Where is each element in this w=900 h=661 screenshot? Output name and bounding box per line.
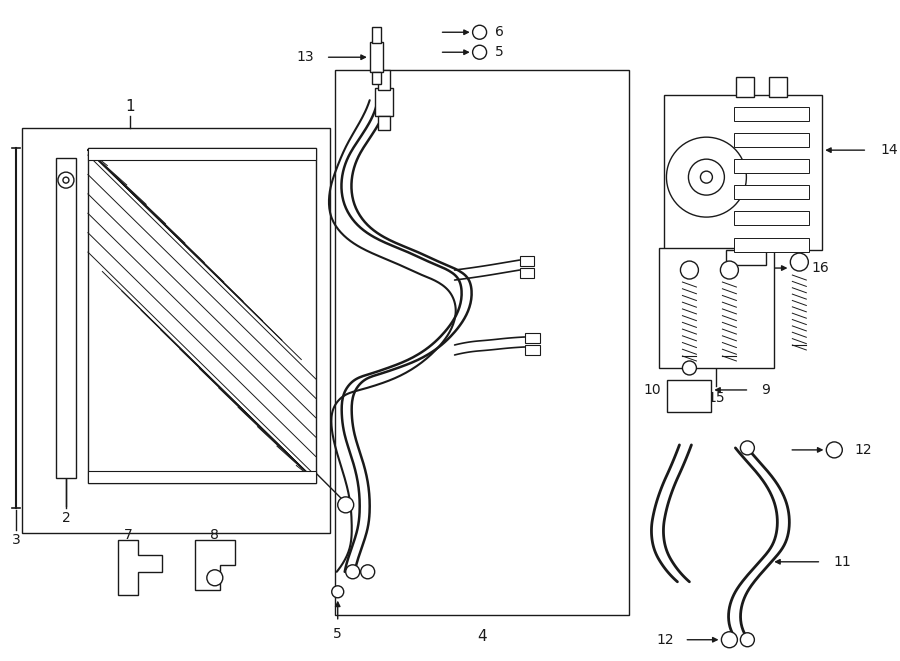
Text: 11: 11 [833,555,851,569]
Bar [734,238,809,252]
Bar [335,70,629,615]
Text: 3: 3 [12,533,21,547]
Polygon shape [194,540,235,590]
Text: 5: 5 [495,45,503,59]
Bar [734,107,809,121]
Text: 5: 5 [333,627,342,641]
Circle shape [826,442,842,458]
Text: 4: 4 [477,629,486,644]
Bar [88,148,316,160]
Bar [372,27,381,43]
Bar [770,77,788,97]
Circle shape [63,177,69,183]
Bar [378,70,390,90]
Circle shape [361,564,374,579]
Bar [525,333,540,343]
Bar [734,133,809,147]
Circle shape [741,441,754,455]
Text: 6: 6 [495,25,503,39]
Bar [736,77,754,97]
Bar [525,345,540,355]
Circle shape [332,586,344,598]
Bar [668,380,711,412]
Bar [56,158,76,478]
Text: 9: 9 [761,383,770,397]
Bar [374,88,392,116]
Bar [519,256,534,266]
Circle shape [338,497,354,513]
Text: 13: 13 [296,50,314,64]
Text: 7: 7 [123,528,132,542]
Circle shape [680,261,698,279]
Bar [660,248,774,368]
Bar [519,268,534,278]
Circle shape [666,137,746,217]
Bar [726,250,767,265]
Text: 14: 14 [880,143,898,157]
Bar [370,42,382,72]
Bar [734,159,809,173]
Text: 10: 10 [644,383,662,397]
Circle shape [722,632,737,648]
Circle shape [472,45,487,59]
Circle shape [346,564,360,579]
Text: 16: 16 [811,261,829,275]
Bar [734,211,809,225]
Circle shape [741,633,754,646]
Polygon shape [118,540,162,595]
Circle shape [688,159,724,195]
Bar [88,148,316,483]
Circle shape [472,25,487,39]
Bar [734,185,809,199]
Text: 1: 1 [125,98,135,114]
Text: 2: 2 [61,511,70,525]
Circle shape [207,570,223,586]
Bar [22,128,329,533]
Bar [372,72,381,84]
Bar [88,471,316,483]
Circle shape [720,261,738,279]
Text: 12: 12 [657,633,674,646]
Bar [664,95,823,250]
Text: 15: 15 [707,391,725,405]
Text: 8: 8 [211,528,220,542]
Circle shape [790,253,808,271]
Text: 12: 12 [854,443,872,457]
Circle shape [58,172,74,188]
Circle shape [682,361,697,375]
Bar [378,116,390,130]
Circle shape [700,171,713,183]
